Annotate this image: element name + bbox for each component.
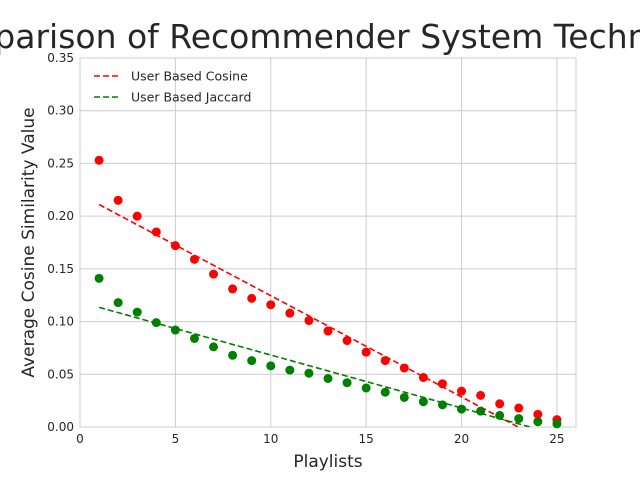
- point-series-1: [323, 374, 333, 384]
- x-tick-label: 0: [76, 432, 84, 446]
- point-series-0: [266, 300, 276, 310]
- point-series-1: [151, 318, 161, 328]
- trend-line-series-1: [98, 306, 533, 427]
- point-series-1: [209, 342, 219, 352]
- point-series-1: [533, 417, 543, 427]
- trend-lines: [98, 203, 533, 427]
- y-tick-label: 0.35: [47, 51, 74, 65]
- y-tick-label: 0.15: [47, 262, 74, 276]
- data-points: [94, 155, 562, 429]
- point-series-1: [228, 350, 238, 360]
- point-series-1: [266, 361, 276, 371]
- point-series-0: [132, 211, 142, 221]
- x-tick-label: 20: [454, 432, 469, 446]
- point-series-0: [113, 195, 123, 205]
- point-series-0: [495, 399, 505, 409]
- y-tick-label: 0.20: [47, 209, 74, 223]
- point-series-0: [380, 356, 390, 366]
- point-series-1: [247, 356, 257, 366]
- point-series-0: [418, 372, 428, 382]
- point-series-1: [380, 387, 390, 397]
- point-series-1: [342, 378, 352, 388]
- point-series-0: [285, 308, 295, 318]
- legend: User Based Cosine User Based Jaccard: [94, 69, 251, 105]
- x-axis: 0 5 10 15 20 25: [76, 432, 564, 446]
- point-series-1: [514, 414, 524, 424]
- y-tick-label: 0.25: [47, 156, 74, 170]
- point-series-0: [342, 336, 352, 346]
- point-series-1: [285, 365, 295, 375]
- point-series-0: [170, 241, 180, 251]
- point-series-1: [132, 307, 142, 317]
- point-series-1: [418, 397, 428, 407]
- legend-label-series-1: User Based Jaccard: [131, 90, 251, 105]
- point-series-0: [437, 379, 447, 389]
- plot-area: [79, 57, 577, 428]
- point-series-0: [228, 284, 238, 294]
- point-series-0: [94, 155, 104, 165]
- point-series-0: [247, 293, 257, 303]
- point-series-1: [457, 404, 467, 414]
- point-series-0: [361, 347, 371, 357]
- point-series-1: [399, 392, 409, 402]
- point-series-1: [304, 368, 314, 378]
- x-tick-label: 15: [359, 432, 374, 446]
- point-series-1: [495, 410, 505, 420]
- point-series-0: [399, 363, 409, 373]
- y-tick-label: 0.10: [47, 315, 74, 329]
- point-series-0: [209, 269, 219, 279]
- chart-title: Comparison of Recommender System Techniq…: [0, 17, 640, 56]
- point-series-0: [457, 386, 467, 396]
- y-axis-title: Average Cosine Similarity Value: [19, 107, 39, 377]
- legend-label-series-0: User Based Cosine: [131, 69, 248, 84]
- point-series-0: [533, 409, 543, 419]
- x-tick-label: 25: [549, 432, 564, 446]
- point-series-1: [552, 419, 562, 429]
- trend-line-series-0: [98, 203, 520, 427]
- x-axis-title: Playlists: [293, 452, 362, 472]
- point-series-0: [476, 390, 486, 400]
- x-tick-label: 5: [172, 432, 180, 446]
- x-tick-label: 10: [263, 432, 278, 446]
- point-series-1: [113, 298, 123, 308]
- point-series-0: [304, 316, 314, 326]
- point-series-1: [189, 333, 199, 343]
- y-tick-label: 0.00: [47, 420, 74, 434]
- point-series-0: [323, 326, 333, 336]
- point-series-0: [151, 227, 161, 237]
- y-tick-label: 0.05: [47, 367, 74, 381]
- point-series-0: [514, 403, 524, 413]
- y-tick-label: 0.30: [47, 104, 74, 118]
- point-series-1: [476, 406, 486, 416]
- point-series-1: [437, 400, 447, 410]
- point-series-0: [189, 254, 199, 264]
- point-series-1: [170, 325, 180, 335]
- point-series-1: [361, 383, 371, 393]
- y-axis: 0.00 0.05 0.10 0.15 0.20 0.25 0.30 0.35: [47, 51, 74, 434]
- point-series-1: [94, 273, 104, 283]
